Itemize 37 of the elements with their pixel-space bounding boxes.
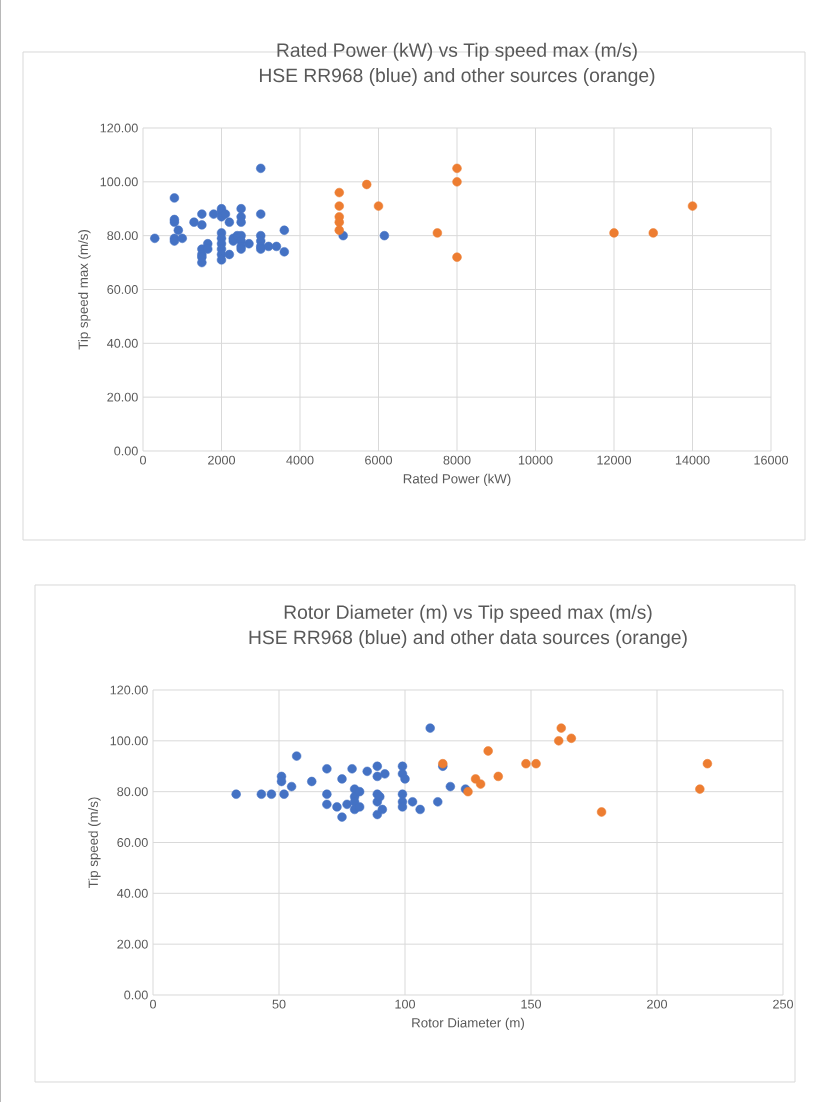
x-tick-label: 10000: [518, 455, 553, 465]
y-tick-label: 60.00: [117, 838, 148, 847]
y-tick-label: 40.00: [107, 338, 138, 348]
y-tick-label: 40.00: [117, 888, 148, 898]
x-tick-label: 6000: [365, 455, 393, 465]
x-tick-label: 150: [521, 999, 542, 1009]
x-tick-label: 50: [272, 999, 286, 1009]
y-tick-label: 100.00: [100, 177, 138, 187]
y-tick-label: 0.00: [114, 446, 138, 456]
x-axis-title: Rotor Diameter (m): [412, 1017, 524, 1031]
x-tick-label: 16000: [754, 455, 789, 465]
y-axis-title: Tip speed (m/s): [88, 797, 101, 889]
x-tick-label: 14000: [675, 455, 710, 465]
y-tick-label: 100.00: [110, 736, 148, 746]
x-tick-label: 200: [647, 999, 668, 1009]
y-tick-label: 20.00: [107, 392, 138, 402]
x-tick-label: 4000: [286, 455, 314, 465]
x-tick-label: 250: [773, 999, 794, 1009]
chart-title: Rotor Diameter (m) vs Tip speed max (m/s): [284, 604, 652, 623]
x-tick-label: 0: [139, 455, 147, 465]
x-tick-label: 8000: [443, 455, 471, 465]
y-tick-label: 120.00: [110, 685, 148, 695]
x-tick-label: 0: [149, 999, 157, 1009]
y-axis-title: Tip speed max (m/s): [78, 230, 91, 350]
y-tick-label: 20.00: [117, 939, 148, 949]
y-tick-label: 120.00: [100, 123, 138, 133]
y-tick-label: 60.00: [107, 285, 138, 294]
chart-subtitle: HSE RR968 (blue) and other sources (orange): [259, 68, 655, 86]
y-tick-label: 80.00: [107, 231, 138, 241]
x-tick-label: 2000: [208, 455, 236, 465]
x-tick-label: 100: [395, 999, 416, 1009]
y-tick-label: 80.00: [117, 787, 148, 797]
x-axis-title: Rated Power (kW): [403, 473, 511, 487]
chart-subtitle: HSE RR968 (blue) and other data sources (orange): [249, 630, 687, 648]
chart-title: Rated Power (kW) vs Tip speed max (m/s): [277, 42, 637, 61]
x-tick-label: 12000: [597, 455, 632, 465]
y-tick-label: 0.00: [124, 990, 148, 1000]
